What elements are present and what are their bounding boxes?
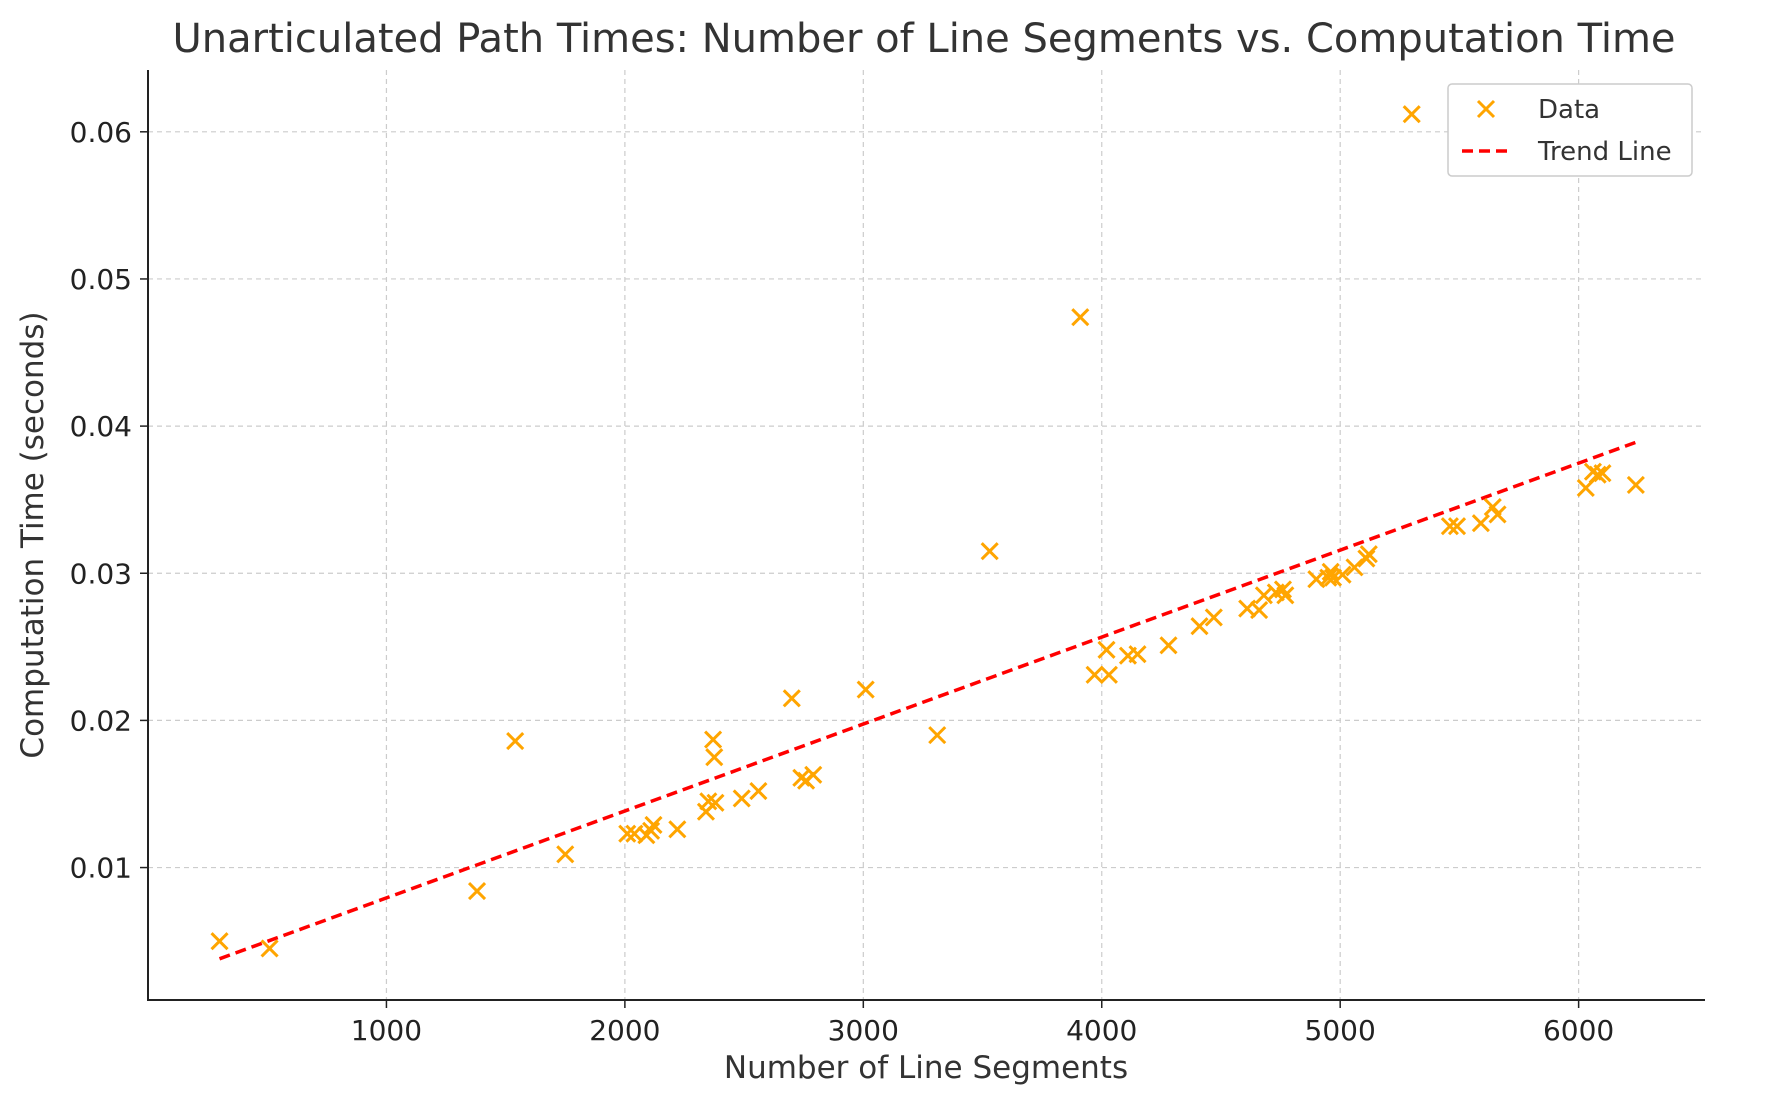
data-point: [1488, 505, 1507, 524]
data-point: [1359, 545, 1378, 564]
data-point: [506, 731, 525, 751]
data-point: [706, 793, 725, 812]
x-tick-label: 2000: [589, 1014, 660, 1047]
data-point: [1319, 568, 1338, 587]
data-point: [1345, 558, 1364, 577]
data-point: [1071, 308, 1090, 327]
x-axis-ticks: 1000 2000 3000 4000 5000 6000: [351, 1000, 1614, 1047]
y-tick-label: 0.06: [70, 116, 132, 149]
x-tick-label: 6000: [1543, 1014, 1614, 1047]
x-tick-label: 3000: [828, 1014, 899, 1047]
data-point: [1099, 665, 1118, 684]
data-point: [1097, 640, 1116, 659]
data-point: [1250, 600, 1269, 620]
legend-marker-data: [1476, 99, 1496, 119]
axes: [147, 70, 1705, 1001]
data-point: [782, 689, 801, 708]
x-tick-label: 4000: [1066, 1014, 1137, 1047]
data-point: [856, 680, 875, 699]
data-point: [556, 845, 575, 864]
data-point: [980, 542, 999, 561]
data-point: [1402, 105, 1421, 124]
legend: Data Trend Line: [1447, 83, 1693, 177]
data-point: [210, 932, 229, 951]
data-point: [1471, 514, 1490, 533]
data-point: [804, 765, 823, 784]
data-point: [642, 821, 661, 840]
data-points-group: [210, 105, 1645, 958]
y-tick-label: 0.02: [70, 704, 132, 737]
data-point: [644, 815, 663, 834]
y-tick-label: 0.01: [70, 852, 132, 885]
data-point: [1440, 517, 1459, 536]
data-point: [1128, 645, 1147, 664]
x-axis-label: Number of Line Segments: [724, 1050, 1128, 1086]
data-point: [705, 748, 724, 767]
chart-title: Unarticulated Path Times: Number of Line…: [172, 16, 1675, 62]
y-axis-label: Computation Time (seconds): [15, 311, 51, 758]
data-point: [928, 726, 947, 745]
trend-line-group: [218, 440, 1637, 961]
y-tick-label: 0.04: [70, 410, 132, 443]
data-point: [1333, 565, 1352, 584]
x-tick-label: 5000: [1305, 1014, 1376, 1047]
y-axis-ticks: 0.01 0.02 0.03 0.04 0.05 0.06: [70, 116, 148, 885]
plot-frame: [147, 70, 1705, 1001]
data-point: [1626, 475, 1645, 495]
data-point: [1273, 580, 1293, 599]
legend-label-trend: Trend Line: [1537, 137, 1672, 167]
data-point: [1085, 665, 1104, 684]
data-point: [1190, 617, 1209, 636]
data-point: [668, 820, 687, 839]
data-point: [618, 824, 637, 843]
legend-label-data: Data: [1538, 95, 1600, 125]
data-point: [1159, 636, 1178, 655]
y-tick-label: 0.03: [70, 557, 132, 590]
data-point: [260, 939, 279, 958]
data-point: [1588, 465, 1607, 484]
data-point: [1276, 586, 1295, 605]
y-tick-label: 0.05: [70, 263, 132, 296]
data-point: [1447, 517, 1467, 536]
legend-box: [1447, 83, 1693, 177]
data-point: [1254, 586, 1273, 605]
data-point: [704, 730, 723, 749]
legend-marker-data-x: [1476, 99, 1496, 119]
data-point: [749, 781, 768, 801]
data-point: [732, 789, 751, 808]
x-tick-label: 1000: [351, 1014, 422, 1047]
trend-line: [218, 440, 1637, 961]
data-point: [467, 882, 487, 901]
data-point: [1204, 608, 1223, 627]
grid-lines: [148, 70, 1705, 1000]
data-point: [1593, 464, 1612, 483]
